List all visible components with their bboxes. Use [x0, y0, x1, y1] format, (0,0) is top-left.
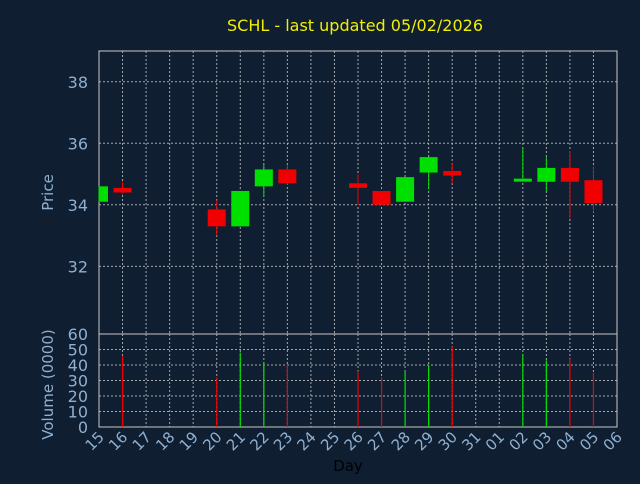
x-tick-label: 26	[341, 428, 367, 454]
x-tick-label: 21	[223, 428, 249, 454]
x-tick-label: 03	[529, 428, 555, 454]
candle-body	[254, 169, 273, 187]
x-tick-label: 06	[600, 428, 626, 454]
price-tick-label: 38	[68, 73, 88, 92]
candle-body	[537, 167, 556, 182]
volume-tick-label: 60	[68, 325, 88, 344]
candle-body	[443, 170, 462, 176]
volume-tick-label: 20	[68, 387, 88, 406]
x-axis: 1516171819202122232425262728293031010203…	[82, 428, 626, 454]
candle-body	[396, 177, 415, 202]
x-tick-label: 22	[246, 428, 272, 454]
candle-body	[560, 167, 579, 182]
price-tick-label: 36	[68, 134, 88, 153]
x-tick-label: 19	[176, 428, 202, 454]
volume-tick-label: 50	[68, 341, 88, 360]
x-tick-label: 20	[199, 428, 225, 454]
candle-body	[99, 186, 108, 202]
candle-body	[419, 157, 438, 173]
x-tick-label: 16	[105, 428, 131, 454]
price-tick-label: 34	[68, 196, 88, 215]
candle-body	[513, 178, 532, 182]
volume-tick-label: 40	[68, 356, 88, 375]
price-axis-label: Price	[39, 174, 57, 211]
x-tick-label: 27	[364, 428, 390, 454]
candle-body	[349, 183, 367, 188]
candle-body	[207, 209, 226, 227]
x-axis-label: Day	[333, 457, 363, 475]
x-tick-label: 29	[411, 428, 437, 454]
candle-body	[584, 180, 603, 204]
chart-title: SCHL - last updated 05/02/2026	[227, 16, 483, 35]
candle-body	[278, 169, 297, 184]
candle-body	[231, 190, 250, 227]
x-tick-label: 31	[458, 428, 484, 454]
x-tick-label: 25	[317, 428, 343, 454]
volume-tick-label: 0	[78, 418, 88, 437]
price-panel: 32 34 36 38	[68, 50, 618, 335]
x-tick-label: 28	[388, 428, 414, 454]
volume-axis-label: Volume (0000)	[39, 329, 57, 439]
candle-body	[372, 190, 391, 205]
candle-body	[113, 187, 132, 193]
x-tick-label: 30	[435, 428, 461, 454]
x-tick-label: 01	[482, 428, 508, 454]
volume-tick-label: 10	[68, 403, 88, 422]
x-tick-label: 17	[129, 428, 155, 454]
x-tick-label: 23	[270, 428, 296, 454]
x-tick-label: 02	[505, 428, 531, 454]
x-tick-label: 05	[576, 428, 602, 454]
x-tick-label: 18	[152, 428, 178, 454]
x-tick-label: 24	[294, 428, 320, 454]
volume-tick-label: 30	[68, 372, 88, 391]
x-tick-label: 04	[553, 428, 579, 454]
price-tick-label: 32	[68, 257, 88, 276]
